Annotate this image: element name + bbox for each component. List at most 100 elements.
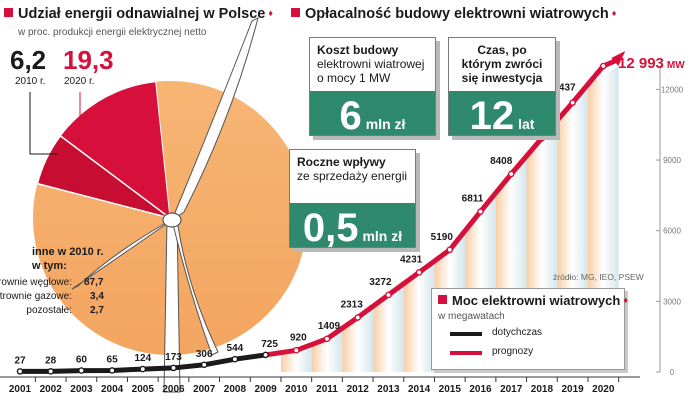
point-2014 (415, 269, 423, 276)
x-tick-label-2012: 2012 (347, 384, 370, 395)
point-2013 (385, 291, 392, 299)
share-title: Udział energii odnawialnej w Polsce ♦ (4, 6, 273, 22)
pie-slice-2010 (36, 134, 171, 219)
x-tick-label-2019: 2019 (561, 384, 584, 395)
y-tick-label: 0 (670, 368, 675, 377)
x-tick-label-2004: 2004 (101, 384, 124, 395)
data-label-2008: 544 (227, 343, 244, 354)
data-label-2009: 725 (261, 339, 278, 350)
cost-card-label: Koszt budowy elektrowni wiatrowej o mocy … (317, 43, 425, 85)
payback-card-label: Czas, po którym zwróci się inwestycja (461, 43, 543, 85)
x-axis: 2001 2002 2003 2004 2005 2006 2007 2008 2009 2010… (0, 376, 640, 395)
point-2016 (477, 208, 484, 215)
turbine-blade (170, 17, 259, 222)
data-label-2014: 4231 (400, 254, 423, 265)
turbine-blade (71, 219, 173, 290)
data-label-2019: 11 437 (546, 83, 576, 94)
x-tick-label-2008: 2008 (224, 384, 247, 395)
gas-label: elektrownie gazowe: (0, 291, 72, 302)
gas-value: 3,4 (90, 291, 104, 302)
share-subtitle: w proc. produkcji energii elektrycznej n… (18, 27, 207, 38)
pie-leader-lines (29, 92, 81, 155)
data-label-2002: 28 (45, 355, 57, 366)
area-column-2012 (342, 306, 374, 372)
x-tick-label-2007: 2007 (193, 384, 216, 395)
other-label: pozostałe: (26, 305, 72, 316)
x-tick-label-2009: 2009 (254, 384, 277, 395)
label-2010: 2010 r. (15, 76, 46, 87)
coal-label: elektrownie węglowe: (0, 277, 72, 288)
income-card-label: Roczne wpływy ze sprzedaży energii (297, 155, 408, 183)
point-2017 (507, 170, 515, 178)
x-tick-label-2016: 2016 (469, 384, 492, 395)
point-2003 (78, 367, 85, 374)
turbine-blade (171, 218, 219, 356)
y-tick-label: 12000 (661, 85, 684, 94)
coal-value: 87,7 (84, 277, 104, 288)
cost-card-value: 6 mln zł (310, 91, 435, 135)
y-axis: 0 3000 6000 9000 12000 (656, 66, 684, 377)
value-2020: 19,3 (63, 45, 114, 75)
point-2008 (231, 355, 239, 363)
point-2020 (600, 62, 607, 70)
capacity-legend: Moc elektrowni wiatrowych ♦ w megawatach … (431, 288, 628, 370)
share-title-text: Udział energii odnawialnej w Polsce (18, 6, 266, 22)
area-column-2011 (311, 328, 343, 372)
x-tick-label-2003: 2003 (70, 384, 93, 395)
data-label-2010: 920 (290, 332, 307, 343)
source-note: źródło: MG, IEO, PSEW (553, 272, 644, 282)
data-label-2005: 124 (134, 353, 151, 364)
point-2010 (292, 347, 300, 354)
diamond-icon: ♦ (623, 295, 628, 305)
diamond-icon: ♦ (268, 8, 273, 18)
legend-swatch-forecast (450, 351, 482, 355)
x-tick-label-2014: 2014 (408, 384, 431, 395)
title-square-icon (438, 295, 447, 304)
data-label-2017: 8408 (490, 156, 513, 167)
data-label-2015: 5190 (431, 232, 454, 243)
other-sub: w tym: (32, 260, 67, 272)
profit-title-text: Opłacalność budowy elektrowni wiatrowych (305, 6, 609, 22)
legend-swatch-actual (450, 332, 482, 336)
legend-forecast: prognozy (492, 346, 534, 357)
area-column-2013 (373, 283, 404, 372)
data-label-2007: 306 (196, 349, 213, 360)
data-label-2011: 1409 (318, 321, 341, 332)
value-2010: 6,2 (10, 45, 47, 75)
x-tick-label-2006: 2006 (162, 384, 185, 395)
point-2001 (16, 368, 24, 375)
area-column-2014 (403, 261, 435, 372)
point-2018 (538, 134, 546, 142)
title-square-icon (291, 8, 300, 17)
title-square-icon (4, 8, 13, 17)
data-label-2013: 3272 (369, 277, 392, 288)
legend-actual: dotychczas (492, 327, 543, 338)
payback-card: Czas, po którym zwróci się inwestycja 12… (448, 37, 556, 136)
x-tick-label-2020: 2020 (592, 384, 615, 395)
x-tick-label-2002: 2002 (40, 384, 63, 395)
label-2020: 2020 r. (64, 76, 95, 87)
point-2012 (354, 314, 362, 321)
series-points (16, 62, 607, 375)
data-label-2006: 173 (165, 352, 182, 363)
point-2019 (569, 99, 576, 106)
final-value-label: 12 993 MW (618, 55, 685, 72)
payback-card-value: 12 lat (449, 91, 555, 135)
income-card: Roczne wpływy ze sprzedaży energii 0,5 mln… (289, 149, 416, 248)
point-2009 (262, 351, 269, 359)
x-tick-label-2015: 2015 (439, 384, 462, 395)
turbine-illustration (71, 17, 259, 393)
income-card-value: 0,5 mln zł (290, 203, 415, 247)
series-arrow (611, 51, 626, 66)
data-label-2004: 65 (107, 354, 119, 365)
data-label-2003: 60 (76, 355, 88, 366)
point-2005 (139, 365, 147, 373)
point-2007 (200, 361, 208, 369)
diamond-icon: ♦ (611, 8, 617, 18)
point-2015 (446, 246, 454, 254)
point-2004 (108, 367, 116, 374)
x-tick-label-2001: 2001 (9, 384, 32, 395)
leader-2010 (29, 92, 58, 155)
point-2011 (323, 335, 331, 343)
